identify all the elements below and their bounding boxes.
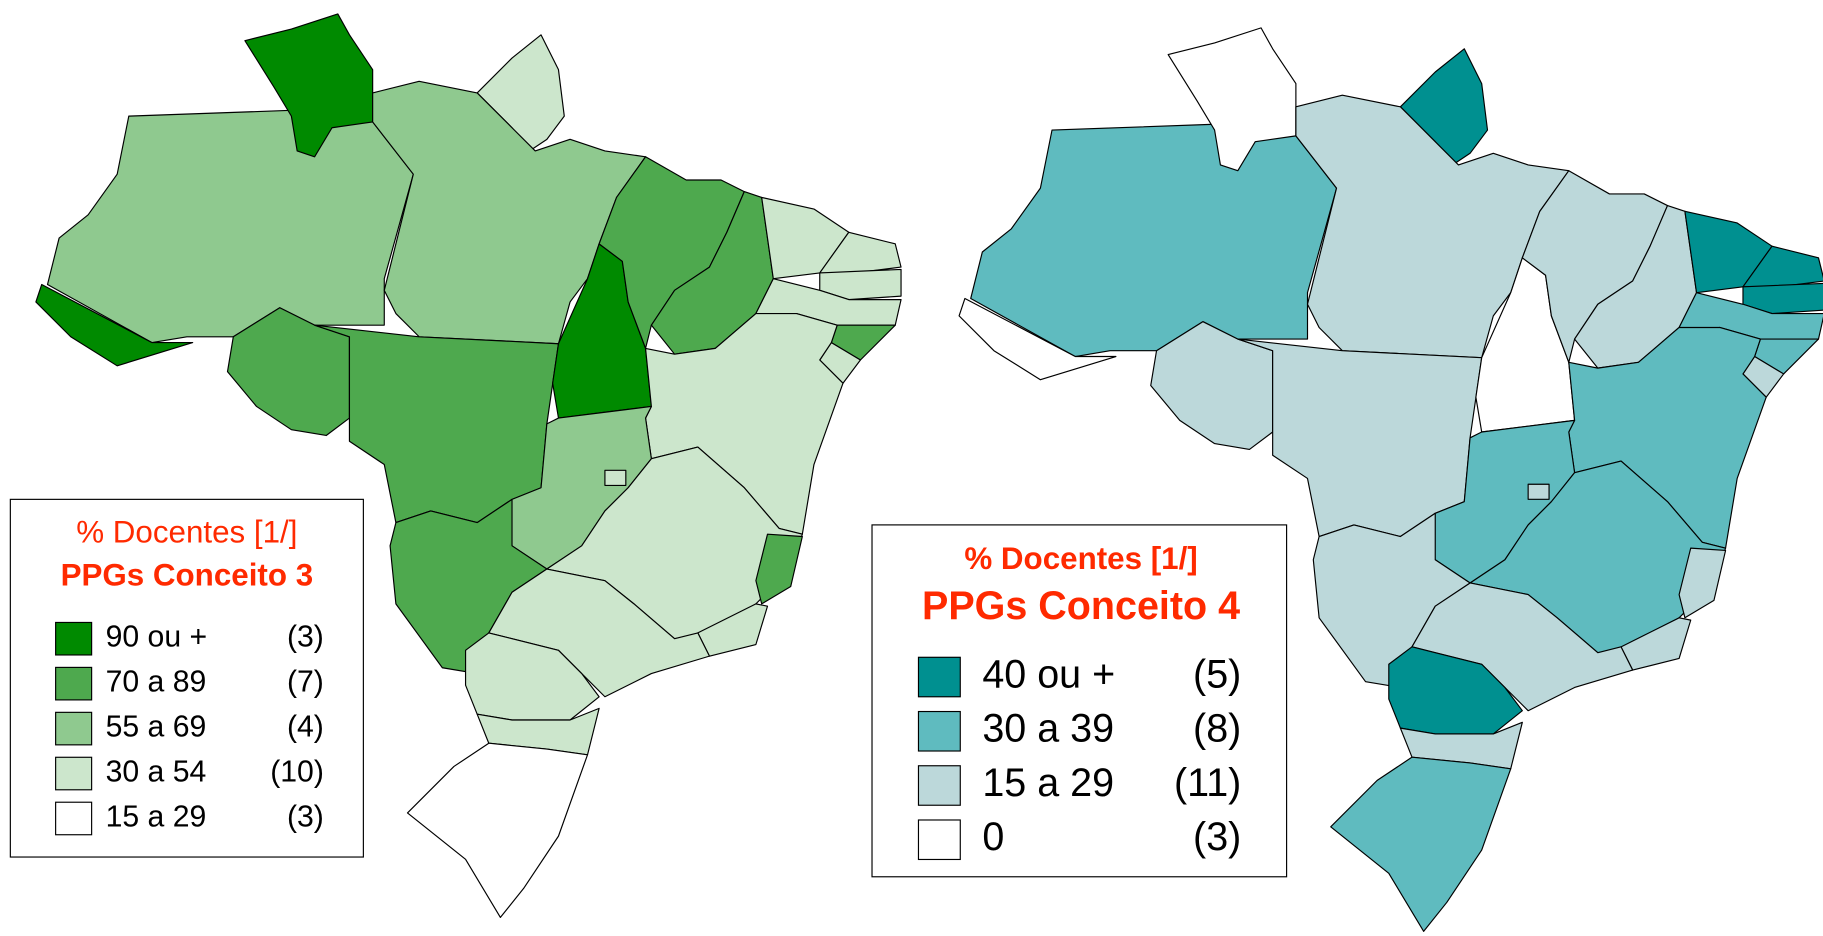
legend-label: 15 a 29 [982,761,1114,805]
legend-count: (3) [1193,815,1241,859]
legend-left: % Docentes [1/] PPGs Conceito 3 90 ou + (3)… [10,499,363,857]
state-mt [1238,339,1482,536]
legend-swatch [56,667,92,700]
legend-label: 30 a 39 [982,707,1114,751]
state-df [1528,484,1549,499]
legend-label: 15 a 29 [106,800,207,833]
legend-swatch [918,712,960,751]
legend-swatch [918,657,960,696]
legend-swatch [918,766,960,805]
legend-title: % Docentes [1/] [76,514,297,549]
legend-swatch [56,712,92,745]
map-page: % Docentes [1/] PPGs Conceito 3 90 ou + (3)… [0,0,1823,936]
state-df [605,470,626,485]
legend-label: 40 ou + [982,652,1115,696]
legend-count: (7) [287,666,324,699]
legend-count: (4) [287,711,324,744]
legend-swatch [56,757,92,790]
state-mt [315,325,559,522]
state-rs [408,743,588,917]
legend-label: 55 a 69 [106,711,207,744]
state-am [971,124,1337,356]
legend-label: 30 a 54 [106,756,207,789]
legend-swatch [56,622,92,655]
legend-count: (3) [287,800,324,833]
legend-subtitle: PPGs Conceito 3 [61,557,314,592]
legend-title: % Docentes [1/] [964,541,1197,576]
legend-count: (5) [1193,652,1241,696]
legend-count: (3) [287,621,324,654]
legend-count: (10) [270,756,324,789]
legend-label: 0 [982,815,1004,859]
legend-count: (11) [1174,761,1241,805]
legend-swatch [56,802,92,835]
legend-swatch [918,820,960,859]
state-rs [1331,757,1511,931]
legend-right: % Docentes [1/] PPGs Conceito 4 40 ou + (5)… [872,525,1287,877]
state-am [48,110,414,342]
legend-label: 90 ou + [106,621,208,654]
legend-subtitle: PPGs Conceito 4 [922,584,1240,628]
legend-count: (8) [1193,707,1241,751]
legend-label: 70 a 89 [106,666,207,699]
